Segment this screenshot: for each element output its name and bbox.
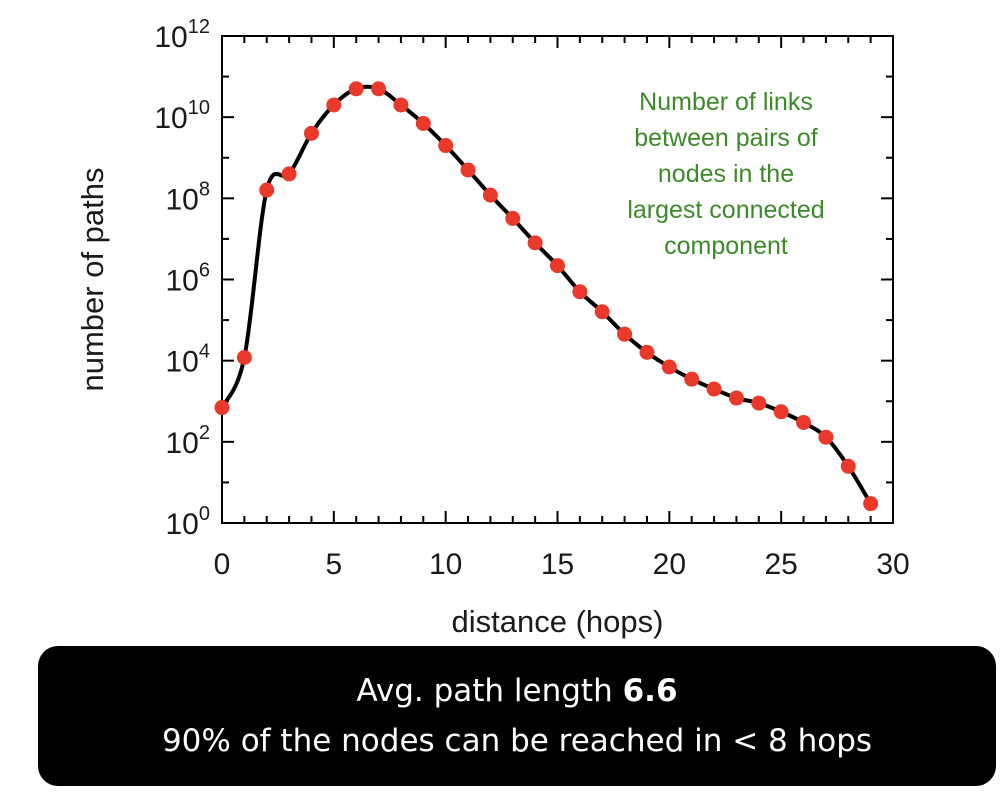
x-tick-label: 15 — [541, 548, 574, 581]
data-point — [773, 404, 789, 420]
data-point — [505, 210, 521, 226]
x-tick-label: 5 — [325, 548, 342, 581]
path-length-chart: 100 102 104 106 108 1010 1012 0 5 10 15 20 25 30 dis… — [75, 16, 910, 639]
data-point — [728, 390, 744, 406]
x-axis-ticks: 0 5 10 15 20 25 30 — [214, 36, 910, 581]
data-point — [326, 97, 342, 113]
annotation-line: largest connected — [627, 196, 824, 224]
x-tick-label: 10 — [429, 548, 462, 581]
data-point — [751, 395, 767, 411]
data-point — [863, 496, 879, 512]
y-axis-ticks: 100 102 104 106 108 1010 1012 — [154, 16, 893, 541]
data-point — [617, 326, 633, 342]
avg-path-length-value: 6.6 — [622, 673, 678, 709]
data-point — [550, 258, 565, 274]
annotation-line: component — [664, 232, 788, 260]
data-point — [594, 304, 610, 320]
data-point — [796, 414, 812, 430]
data-point — [259, 182, 275, 198]
y-tick-label: 106 — [166, 260, 211, 298]
chart-annotation: Number of links between pairs of nodes in … — [627, 88, 824, 260]
data-point — [482, 187, 498, 203]
x-tick-label: 30 — [876, 548, 909, 581]
y-tick-label: 104 — [166, 341, 211, 379]
data-point — [460, 162, 476, 178]
avg-path-length-prefix: Avg. path length — [356, 673, 623, 709]
summary-banner: Avg. path length 6.6 90% of the nodes ca… — [38, 646, 996, 786]
x-tick-label: 20 — [653, 548, 686, 581]
data-point — [303, 125, 319, 141]
y-axis-title: number of paths — [75, 167, 110, 391]
x-tick-label: 25 — [764, 548, 797, 581]
x-axis-title: distance (hops) — [452, 604, 664, 639]
annotation-line: between pairs of — [634, 124, 818, 152]
data-point — [840, 458, 856, 474]
data-point — [438, 138, 454, 154]
annotation-line: Number of links — [639, 88, 813, 116]
data-point — [527, 235, 543, 251]
data-point — [818, 429, 834, 445]
y-tick-label: 108 — [166, 178, 211, 216]
data-point — [214, 400, 230, 416]
data-point — [706, 381, 722, 397]
reachability-line: 90% of the nodes can be reached in < 8 h… — [161, 723, 873, 759]
data-point — [661, 359, 677, 375]
data-point — [684, 371, 700, 387]
data-point — [281, 166, 297, 182]
y-tick-label: 1012 — [154, 16, 210, 54]
y-tick-label: 100 — [166, 503, 211, 541]
y-tick-label: 1010 — [154, 97, 210, 135]
y-tick-label: 102 — [166, 422, 211, 460]
series-layer — [214, 81, 879, 512]
data-point — [393, 97, 409, 113]
data-point — [639, 344, 655, 360]
annotation-line: nodes in the — [658, 160, 794, 188]
data-point — [572, 284, 588, 300]
data-point — [236, 349, 252, 365]
data-point — [415, 115, 431, 131]
x-tick-label: 0 — [214, 548, 231, 581]
data-point — [371, 81, 387, 97]
data-point — [348, 81, 364, 97]
avg-path-length-line: Avg. path length 6.6 — [356, 666, 677, 716]
